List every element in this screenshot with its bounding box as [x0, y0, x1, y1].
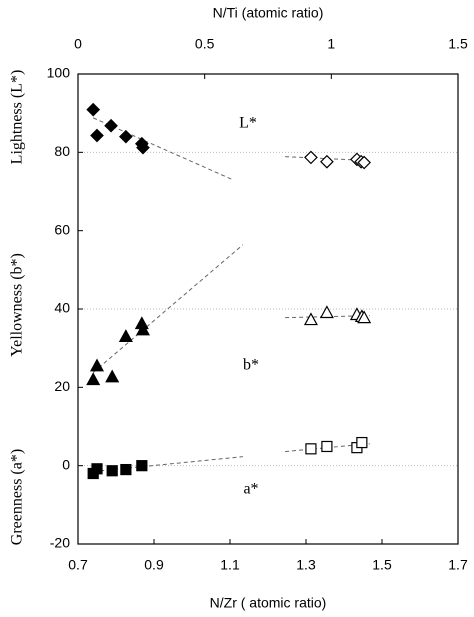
annotation: b* — [243, 357, 259, 374]
marker — [304, 150, 318, 165]
y-tick-label: -20 — [50, 535, 70, 551]
marker — [303, 312, 318, 326]
x-tick-label: 0.9 — [144, 557, 164, 573]
marker — [135, 322, 150, 336]
marker — [86, 372, 101, 386]
x-tick-label: 1.1 — [220, 557, 240, 573]
x-tick-label: 1.3 — [296, 557, 316, 573]
marker — [321, 440, 333, 453]
marker — [136, 140, 150, 155]
marker — [305, 443, 317, 455]
marker — [91, 463, 103, 475]
y-tick-label: 20 — [54, 378, 70, 394]
x-tick-label: 1.5 — [372, 557, 392, 573]
annotation: L* — [239, 115, 257, 132]
marker — [356, 436, 368, 449]
marker — [86, 102, 101, 117]
marker — [90, 128, 104, 143]
x2-tick-label: 0.5 — [195, 36, 215, 52]
marker — [119, 129, 133, 144]
y-tick-label: 100 — [47, 65, 71, 81]
y-tick-label: 60 — [54, 221, 70, 237]
marker — [118, 329, 133, 343]
y-axis-label: Yellowness (b*) — [9, 253, 26, 357]
y-tick-label: 0 — [62, 456, 70, 472]
marker — [106, 465, 118, 477]
marker — [105, 369, 120, 383]
marker — [120, 463, 132, 476]
x2-tick-label: 1.5 — [448, 36, 468, 52]
y-axis-label: Greenness (a*) — [9, 449, 26, 545]
x-axis-label: N/Zr ( atomic ratio) — [210, 595, 327, 611]
annotation: a* — [243, 481, 258, 498]
marker — [89, 358, 105, 372]
x2-axis-label: N/Ti (atomic ratio) — [213, 5, 324, 21]
x2-tick-label: 0 — [74, 36, 82, 52]
marker — [136, 460, 148, 472]
marker — [320, 154, 334, 169]
marker — [357, 155, 371, 170]
marker — [104, 118, 118, 133]
y-tick-label: 40 — [54, 300, 70, 316]
marker — [357, 310, 372, 324]
x2-tick-label: 1 — [327, 36, 335, 52]
y-axis-label: Lightness (L*) — [9, 70, 26, 165]
trend-line — [92, 117, 233, 180]
x-tick-label: 0.7 — [68, 557, 88, 573]
trend-line — [92, 244, 244, 373]
marker — [319, 305, 334, 319]
x-tick-label: 1.7 — [448, 557, 468, 573]
y-tick-label: 80 — [54, 143, 70, 159]
